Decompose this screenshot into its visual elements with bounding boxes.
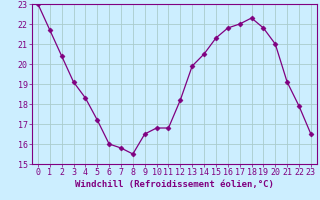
X-axis label: Windchill (Refroidissement éolien,°C): Windchill (Refroidissement éolien,°C) bbox=[75, 180, 274, 189]
